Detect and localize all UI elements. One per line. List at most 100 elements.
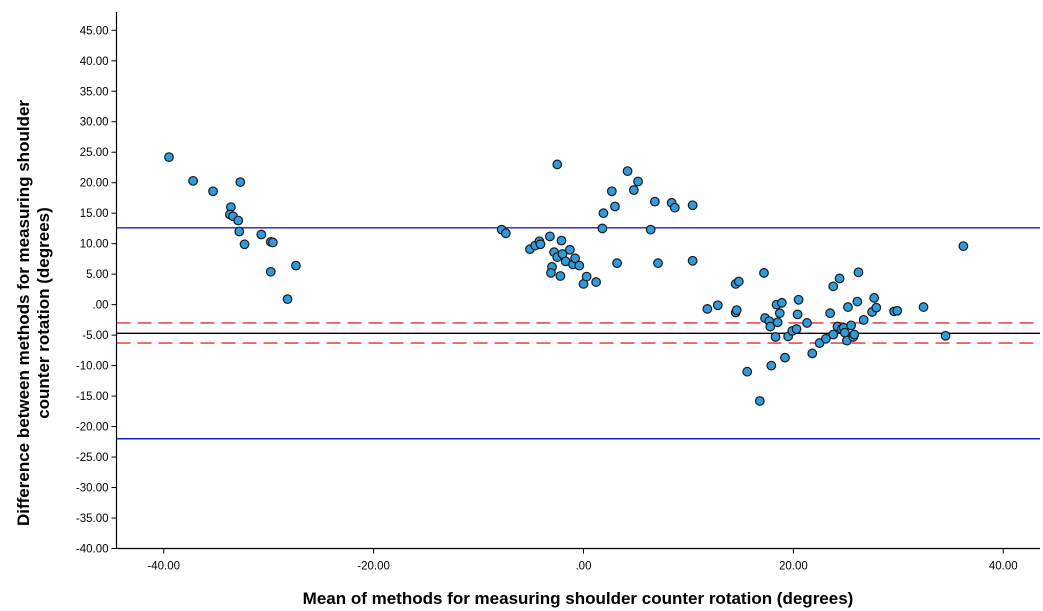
x-tick-label: -40.00 bbox=[147, 561, 180, 573]
data-point bbox=[188, 175, 199, 186]
y-tick-label: 5.00 bbox=[86, 269, 108, 281]
y-axis-title: Difference between methods for measuring… bbox=[14, 100, 53, 526]
data-point bbox=[564, 244, 575, 255]
data-point bbox=[766, 360, 777, 371]
data-point bbox=[612, 258, 622, 269]
y-tick-label: -10.00 bbox=[76, 361, 109, 373]
data-point bbox=[687, 255, 698, 266]
data-point bbox=[869, 293, 880, 303]
data-point bbox=[825, 308, 836, 319]
data-point bbox=[892, 305, 903, 316]
data-point bbox=[500, 228, 511, 239]
data-point bbox=[849, 329, 860, 340]
y-tick-label: -20.00 bbox=[76, 422, 109, 434]
data-point bbox=[570, 253, 581, 264]
data-point bbox=[653, 258, 663, 269]
data-point bbox=[742, 366, 753, 377]
y-tick-label: -35.00 bbox=[76, 513, 109, 525]
data-point bbox=[712, 300, 723, 311]
y-tick-label: 15.00 bbox=[80, 208, 109, 220]
data-point bbox=[606, 186, 617, 197]
data-point bbox=[633, 176, 643, 187]
data-point bbox=[958, 241, 969, 252]
data-point bbox=[591, 277, 601, 287]
y-tick-label: .00 bbox=[93, 300, 109, 312]
x-tick-label: 40.00 bbox=[989, 561, 1018, 573]
y-tick-label: -30.00 bbox=[76, 483, 109, 495]
data-point bbox=[754, 396, 765, 406]
data-point bbox=[610, 201, 620, 212]
data-point bbox=[780, 352, 790, 363]
data-point bbox=[846, 320, 857, 331]
data-point bbox=[235, 177, 246, 187]
data-point bbox=[535, 239, 546, 250]
data-point bbox=[918, 302, 929, 312]
y-tick-label: 45.00 bbox=[80, 25, 109, 37]
data-point bbox=[702, 304, 713, 314]
data-point bbox=[807, 348, 818, 359]
data-point bbox=[772, 317, 783, 328]
y-tick-label: -5.00 bbox=[82, 330, 108, 342]
data-point bbox=[233, 215, 244, 226]
data-point bbox=[265, 266, 276, 277]
data-point bbox=[649, 196, 660, 207]
data-point bbox=[546, 268, 556, 278]
data-point bbox=[574, 260, 585, 271]
x-tick-label: 20.00 bbox=[779, 561, 808, 573]
data-point bbox=[770, 332, 781, 342]
data-point bbox=[853, 267, 864, 278]
y-tick-label: -25.00 bbox=[76, 452, 109, 464]
data-point bbox=[843, 302, 853, 312]
data-point bbox=[545, 231, 555, 242]
x-tick-label: -20.00 bbox=[357, 561, 390, 573]
data-point bbox=[821, 333, 831, 344]
data-point bbox=[645, 224, 656, 235]
data-point bbox=[556, 235, 567, 246]
data-point bbox=[731, 305, 742, 316]
data-point bbox=[759, 268, 769, 278]
data-point bbox=[234, 226, 245, 237]
y-axis-title-line-1: Difference between methods for measuring… bbox=[14, 100, 33, 526]
y-tick-label: 20.00 bbox=[80, 178, 109, 190]
data-point bbox=[940, 330, 951, 341]
data-point bbox=[774, 308, 785, 319]
data-point bbox=[598, 208, 609, 219]
x-axis-ticks: -40.00 -20.00 .00 20.00 40.00 bbox=[147, 548, 1018, 573]
data-point bbox=[256, 229, 267, 240]
data-point bbox=[871, 302, 882, 313]
data-point bbox=[792, 309, 803, 320]
data-points bbox=[164, 152, 969, 406]
y-tick-label: 30.00 bbox=[80, 117, 109, 129]
data-point bbox=[164, 152, 174, 162]
data-point bbox=[687, 200, 698, 211]
data-point bbox=[581, 271, 592, 282]
data-point bbox=[793, 294, 804, 305]
data-point bbox=[282, 294, 293, 305]
data-point bbox=[858, 314, 869, 325]
data-point bbox=[834, 273, 845, 284]
data-point bbox=[552, 159, 563, 170]
data-point bbox=[291, 260, 301, 271]
data-point bbox=[839, 327, 850, 338]
y-tick-label: 10.00 bbox=[80, 239, 109, 251]
x-tick-label: .00 bbox=[575, 561, 591, 573]
y-tick-label: -15.00 bbox=[76, 391, 109, 403]
data-point bbox=[669, 202, 680, 213]
data-point bbox=[555, 271, 566, 281]
data-point bbox=[791, 324, 802, 334]
y-tick-label: 35.00 bbox=[80, 86, 109, 98]
data-point bbox=[597, 223, 608, 234]
y-axis-ticks: 45.00 40.00 35.00 30.00 25.00 20.00 15.00 10.00… bbox=[76, 25, 117, 556]
data-point bbox=[622, 166, 633, 177]
y-tick-label: 25.00 bbox=[80, 147, 109, 159]
data-point bbox=[776, 297, 787, 308]
data-point bbox=[267, 237, 278, 248]
axes bbox=[115, 12, 1040, 550]
data-point bbox=[628, 185, 639, 195]
data-point bbox=[828, 329, 839, 340]
y-axis-title-line-2: counter rotation (degrees) bbox=[34, 207, 53, 419]
data-point bbox=[852, 296, 863, 307]
y-tick-label: 40.00 bbox=[80, 56, 109, 68]
data-point bbox=[765, 321, 776, 332]
